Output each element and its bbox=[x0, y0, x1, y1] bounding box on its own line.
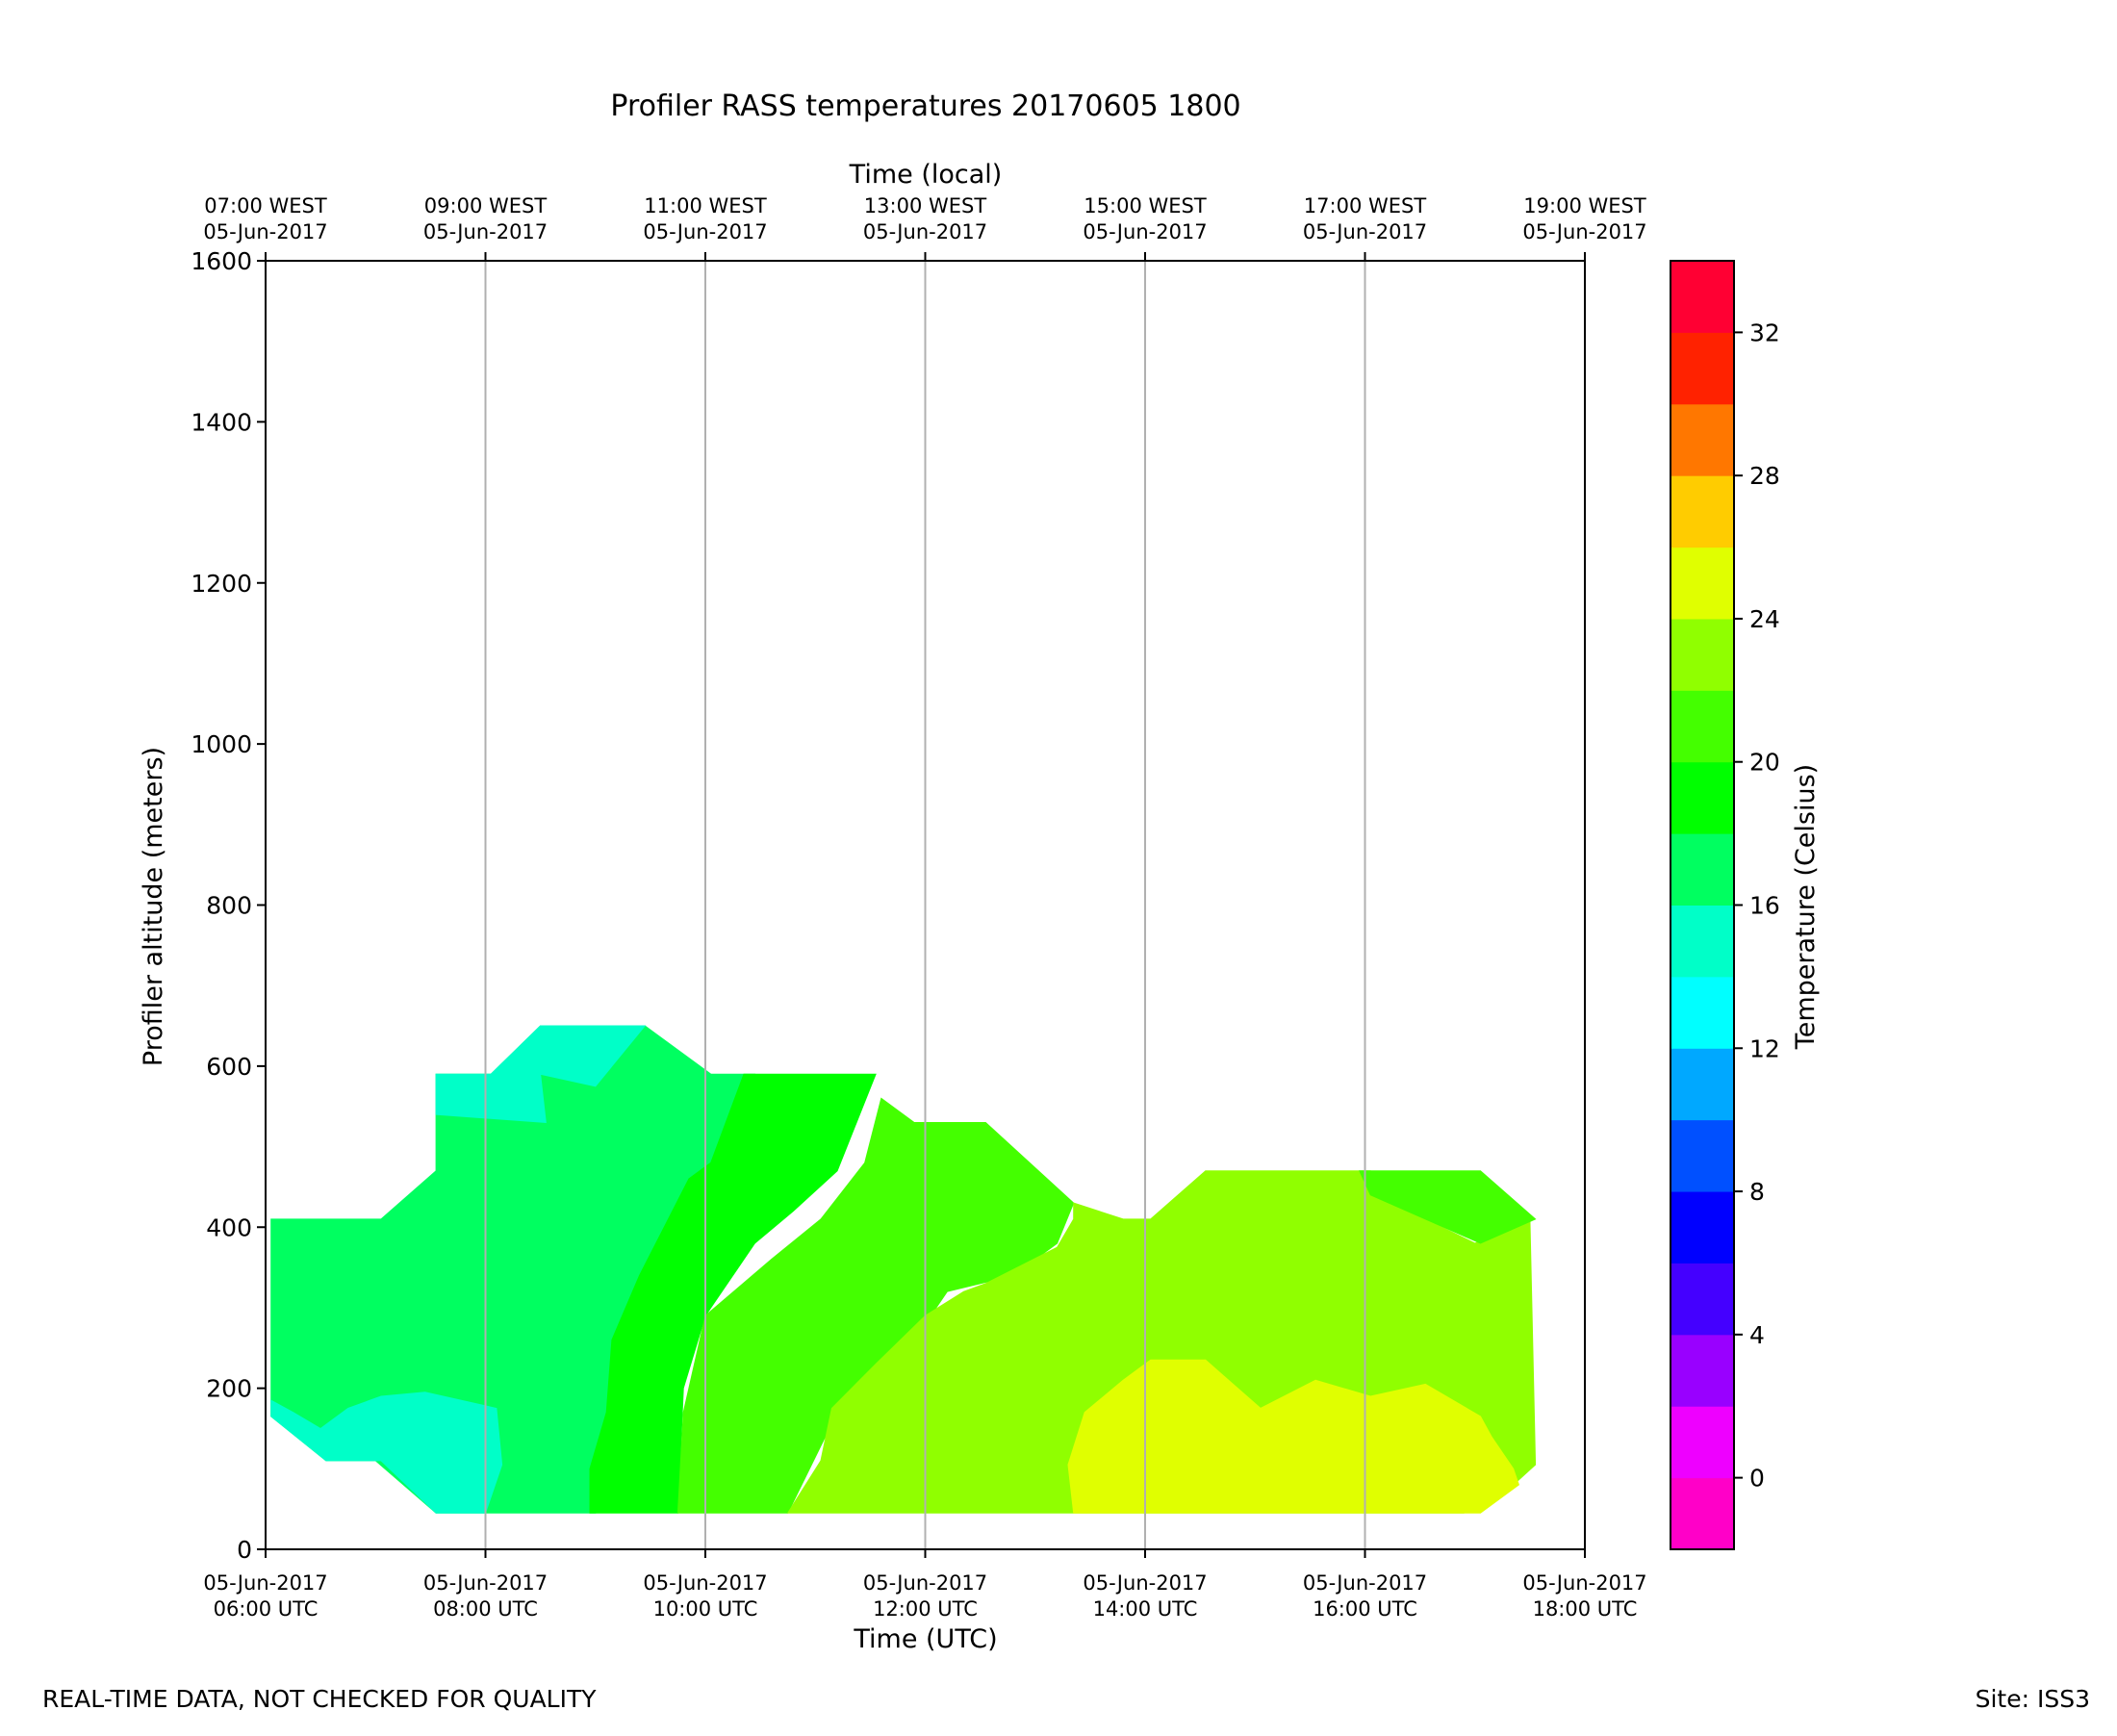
colorbar-tick-label: 0 bbox=[1749, 1465, 1765, 1493]
contour-region-1 bbox=[435, 1025, 647, 1124]
colorbar-tick-label: 28 bbox=[1749, 462, 1780, 490]
site-label: Site: ISS3 bbox=[1976, 1685, 2090, 1713]
colorbar-tick-label: 4 bbox=[1749, 1321, 1765, 1349]
x-tick-label-time: 14:00 UTC bbox=[1093, 1597, 1198, 1621]
colorbar-band-17 bbox=[1671, 261, 1734, 333]
x-tick-label-time: 10:00 UTC bbox=[653, 1597, 758, 1621]
x-tick-label-date: 05-Jun-2017 bbox=[423, 1571, 548, 1595]
x-tick-label-date: 05-Jun-2017 bbox=[1083, 1571, 1207, 1595]
x-tick-label-date: 05-Jun-2017 bbox=[203, 1571, 327, 1595]
colorbar-band-12 bbox=[1671, 618, 1734, 691]
colorbar-tick-label: 16 bbox=[1749, 892, 1780, 920]
contour-region-6 bbox=[1359, 1170, 1537, 1244]
colorbar-band-14 bbox=[1671, 475, 1734, 549]
y-tick-label: 800 bbox=[206, 892, 252, 920]
y-tick-label: 1000 bbox=[191, 730, 252, 758]
x2-tick-label-time: 11:00 WEST bbox=[644, 194, 767, 217]
colorbar-band-15 bbox=[1671, 403, 1734, 476]
colorbar-tick-label: 32 bbox=[1749, 319, 1780, 346]
colorbar-tick-label: 24 bbox=[1749, 605, 1780, 633]
colorbar-band-7 bbox=[1671, 976, 1734, 1049]
colorbar: 0 4 8 12 16 20 24 28 32 bbox=[1670, 260, 1780, 1550]
y-tick-label: 0 bbox=[237, 1536, 252, 1564]
x2-tick-label-date: 05-Jun-2017 bbox=[423, 220, 548, 243]
colorbar-tick-label: 12 bbox=[1749, 1034, 1780, 1062]
x-tick-label-date: 05-Jun-2017 bbox=[1303, 1571, 1427, 1595]
contour-region-7 bbox=[1067, 1359, 1519, 1514]
x-tick-label-date: 05-Jun-2017 bbox=[643, 1571, 767, 1595]
y-tick-label: 1200 bbox=[191, 570, 252, 598]
x2-tick-label-time: 15:00 WEST bbox=[1084, 194, 1207, 217]
colorbar-band-1 bbox=[1671, 1406, 1734, 1479]
x-tick-label-time: 08:00 UTC bbox=[433, 1597, 538, 1621]
colorbar-band-9 bbox=[1671, 833, 1734, 906]
x2-tick-label-time: 07:00 WEST bbox=[204, 194, 327, 217]
y-axis-label: Profiler altitude (meters) bbox=[139, 747, 168, 1066]
colorbar-tick-label: 20 bbox=[1749, 749, 1780, 777]
colorbar-band-8 bbox=[1671, 905, 1734, 978]
colorbar-band-5 bbox=[1671, 1119, 1734, 1192]
chart-title: Profiler RASS temperatures 20170605 1800 bbox=[610, 89, 1240, 123]
x-tick-label-time: 18:00 UTC bbox=[1533, 1597, 1638, 1621]
x2-tick-label-time: 17:00 WEST bbox=[1304, 194, 1427, 217]
x2-tick-label-date: 05-Jun-2017 bbox=[1303, 220, 1427, 243]
x2-tick-label-time: 13:00 WEST bbox=[864, 194, 987, 217]
axis-ticks: 0 200 400 600 800 1000 1200 1400 1600 05-Jun-2017… bbox=[191, 194, 1646, 1621]
x2-tick-label-date: 05-Jun-2017 bbox=[1522, 220, 1646, 243]
colorbar-band-11 bbox=[1671, 690, 1734, 763]
x-tick-label-time: 12:00 UTC bbox=[873, 1597, 978, 1621]
colorbar-tick-label: 8 bbox=[1749, 1178, 1765, 1206]
x2-tick-label-date: 05-Jun-2017 bbox=[863, 220, 987, 243]
colorbar-label: Temperature (Celsius) bbox=[1791, 764, 1821, 1050]
x-tick-label-date: 05-Jun-2017 bbox=[863, 1571, 987, 1595]
x-tick-label-time: 16:00 UTC bbox=[1313, 1597, 1417, 1621]
contour-region-2 bbox=[270, 1391, 503, 1514]
colorbar-band-2 bbox=[1671, 1334, 1734, 1407]
colorbar-band-6 bbox=[1671, 1048, 1734, 1121]
x2-tick-label-time: 19:00 WEST bbox=[1523, 194, 1646, 217]
x2-tick-label-date: 05-Jun-2017 bbox=[1083, 220, 1207, 243]
bottom-axis-label: Time (UTC) bbox=[853, 1624, 997, 1654]
colorbar-band-10 bbox=[1671, 761, 1734, 834]
colorbar-band-4 bbox=[1671, 1191, 1734, 1264]
x-tick-label-date: 05-Jun-2017 bbox=[1522, 1571, 1646, 1595]
y-tick-label: 1600 bbox=[191, 247, 252, 275]
y-tick-label: 600 bbox=[206, 1053, 252, 1081]
colorbar-band-0 bbox=[1671, 1477, 1734, 1550]
colorbar-band-13 bbox=[1671, 547, 1734, 620]
x-tick-label-time: 06:00 UTC bbox=[214, 1597, 319, 1621]
y-tick-label: 200 bbox=[206, 1375, 252, 1403]
top-axis-label: Time (local) bbox=[849, 160, 1003, 190]
contour-region-3 bbox=[589, 1073, 877, 1514]
quality-disclaimer: REAL-TIME DATA, NOT CHECKED FOR QUALITY bbox=[42, 1685, 597, 1713]
contour-fills bbox=[270, 1025, 1537, 1514]
colorbar-band-16 bbox=[1671, 332, 1734, 405]
x2-tick-label-date: 05-Jun-2017 bbox=[643, 220, 767, 243]
x2-tick-label-time: 09:00 WEST bbox=[424, 194, 548, 217]
vertical-gridlines bbox=[484, 261, 1366, 1549]
colorbar-band-3 bbox=[1671, 1263, 1734, 1336]
y-tick-label: 400 bbox=[206, 1213, 252, 1241]
y-tick-label: 1400 bbox=[191, 408, 252, 436]
x2-tick-label-date: 05-Jun-2017 bbox=[203, 220, 327, 243]
